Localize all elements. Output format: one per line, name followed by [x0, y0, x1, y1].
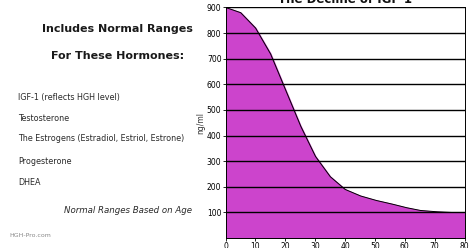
- Text: Testosterone: Testosterone: [18, 114, 69, 123]
- Text: Graph not exact: Graph not exact: [420, 228, 460, 233]
- Text: Normal Ranges Based on Age: Normal Ranges Based on Age: [64, 206, 192, 215]
- Title: The Decline of IGF-1: The Decline of IGF-1: [278, 0, 412, 6]
- Text: Progesterone: Progesterone: [18, 157, 72, 166]
- Y-axis label: ng/ml: ng/ml: [196, 112, 205, 134]
- Text: For These Hormones:: For These Hormones:: [51, 51, 184, 61]
- Text: DHEA: DHEA: [18, 178, 41, 187]
- Text: Includes Normal Ranges: Includes Normal Ranges: [42, 24, 193, 33]
- Text: IGF-1 (reflects HGH level): IGF-1 (reflects HGH level): [18, 93, 120, 102]
- Text: HGH-Pro.com: HGH-Pro.com: [9, 233, 51, 238]
- Text: The Estrogens (Estradiol, Estriol, Estrone): The Estrogens (Estradiol, Estriol, Estro…: [18, 134, 184, 143]
